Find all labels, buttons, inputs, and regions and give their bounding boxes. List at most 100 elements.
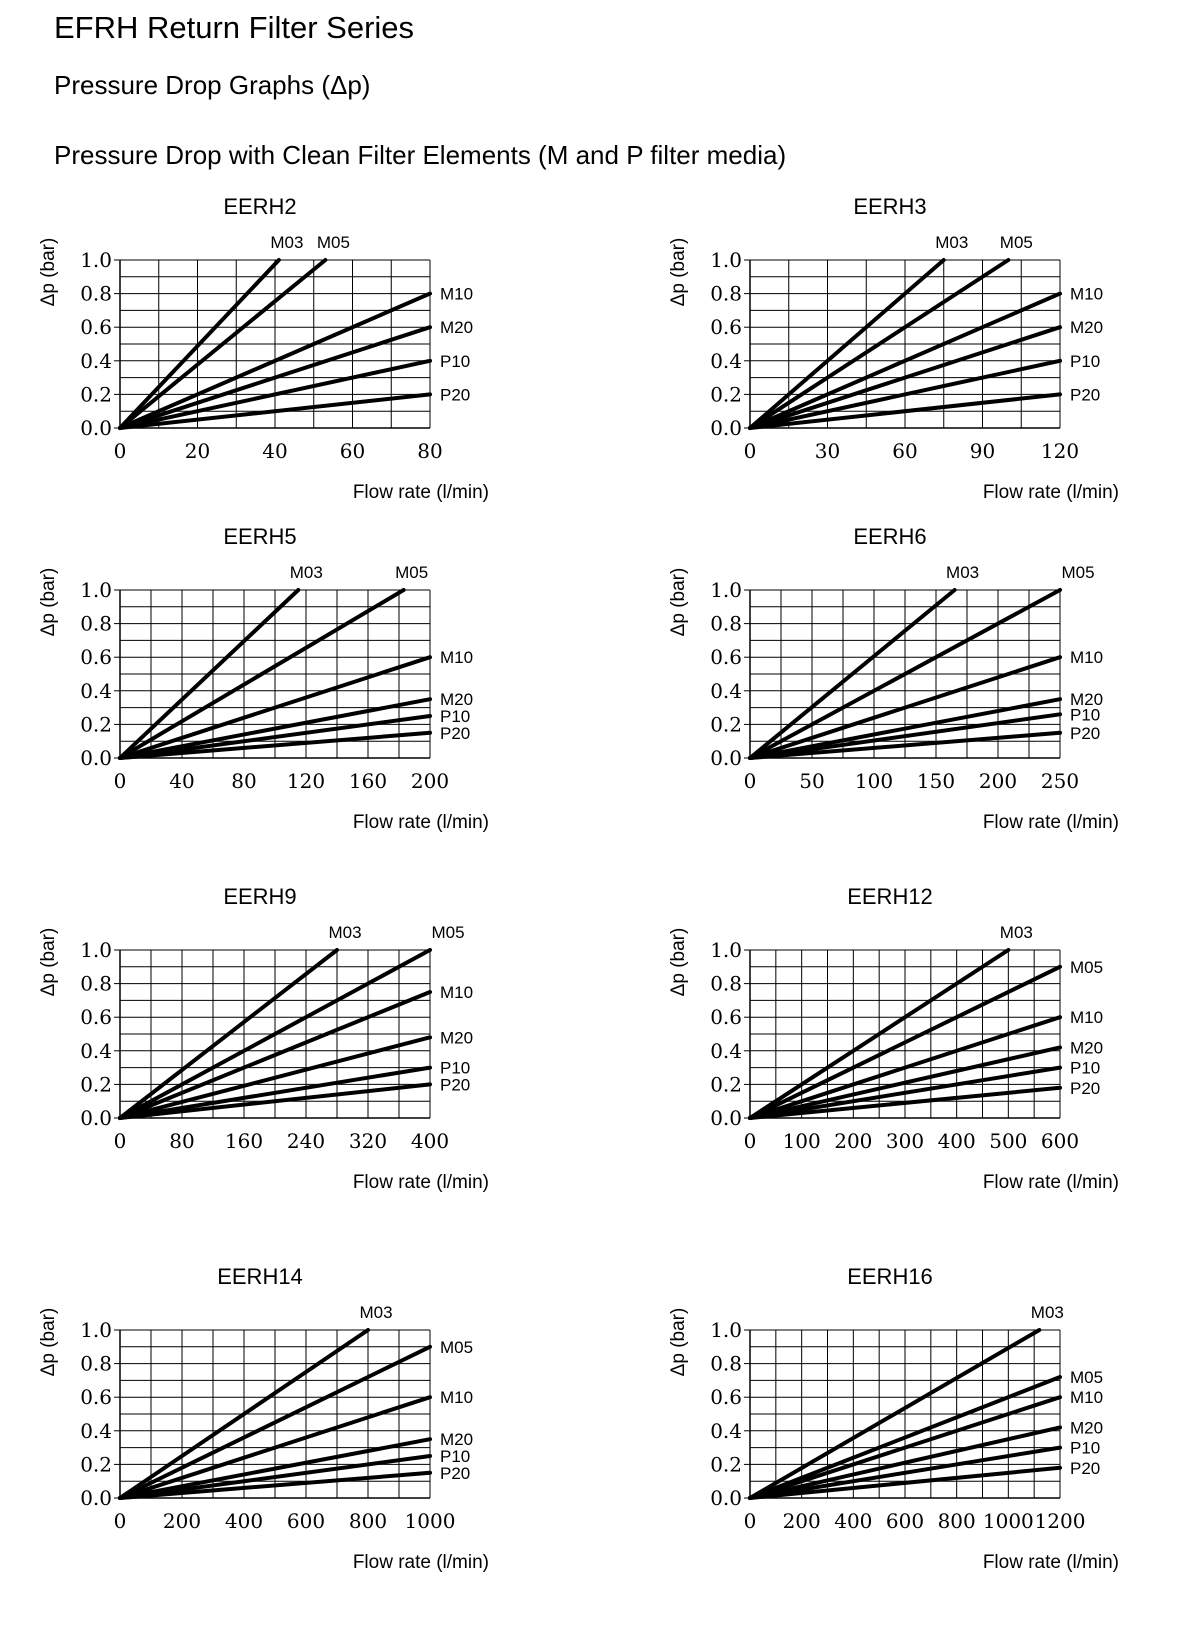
series-line-m05 [118, 588, 406, 760]
y-tick-label: 0.0 [80, 1106, 112, 1130]
series-line-m05 [118, 258, 328, 430]
chart-svg: EERH3 0.0 0.2 0.4 0.6 0.8 1.0 0 30 60 90 120 Δp (bar… [668, 194, 1119, 503]
x-tick-label: 1000 [405, 1509, 456, 1533]
series-line-m10 [118, 1395, 432, 1500]
x-tick-label: 0 [744, 1509, 757, 1533]
series-line-p10 [118, 1065, 432, 1120]
series-label-m20: M20 [1070, 1038, 1103, 1057]
y-tick-label: 0.8 [710, 282, 742, 306]
x-tick-label: 50 [799, 769, 824, 793]
x-axis-label: Flow rate (l/min) [353, 812, 489, 833]
y-tick-label: 0.8 [80, 612, 112, 636]
y-tick-label: 0.8 [80, 282, 112, 306]
series-line-m05 [118, 948, 432, 1120]
series-label-p20: P20 [440, 1464, 470, 1483]
series-line-m20 [748, 1425, 1062, 1500]
x-axis-label: Flow rate (l/min) [353, 1552, 489, 1573]
series-line-m10 [118, 291, 432, 430]
series-label-p10: P10 [440, 1447, 470, 1466]
series-line-p20 [118, 1470, 432, 1500]
y-axis-label: Δp (bar) [668, 1308, 689, 1377]
series-line-m03 [748, 1328, 1042, 1500]
x-tick-label: 0 [114, 1509, 127, 1533]
x-tick-label: 400 [938, 1129, 976, 1153]
chart-eerh14: EERH14 0.0 0.2 0.4 0.6 0.8 1.0 0 200 400 600 800 100… [30, 1260, 510, 1580]
series-label-m05: M05 [431, 923, 464, 942]
series-label-m03: M03 [935, 233, 968, 252]
y-tick-label: 0.8 [80, 972, 112, 996]
y-tick-label: 0.0 [710, 416, 742, 440]
x-tick-label: 200 [783, 1509, 821, 1533]
x-tick-label: 0 [114, 769, 127, 793]
series-label-m10: M10 [1070, 1008, 1103, 1027]
y-tick-label: 0.4 [80, 1039, 112, 1063]
series-label-m20: M20 [440, 690, 473, 709]
x-tick-label: 40 [169, 769, 194, 793]
chart-title: EERH5 [223, 524, 296, 549]
series-line-p20 [118, 730, 432, 760]
series-line-m10 [118, 990, 432, 1120]
chart-svg: EERH12 0.0 0.2 0.4 0.6 0.8 1.0 0 100 200 300 400 500… [668, 884, 1119, 1193]
series-line-p10 [748, 1445, 1062, 1500]
x-tick-label: 600 [1041, 1129, 1079, 1153]
series-label-m03: M03 [1000, 923, 1033, 942]
x-tick-label: 160 [225, 1129, 263, 1153]
chart-svg: EERH16 0.0 0.2 0.4 0.6 0.8 1.0 0 200 400 600 800 100… [668, 1264, 1119, 1573]
chart-eerh16: EERH16 0.0 0.2 0.4 0.6 0.8 1.0 0 200 400 600 800 100… [660, 1260, 1140, 1580]
series-label-m20: M20 [440, 1430, 473, 1449]
chart-title: EERH9 [223, 884, 296, 909]
series-line-m20 [748, 1045, 1062, 1120]
x-tick-label: 200 [834, 1129, 872, 1153]
series-label-m05: M05 [1070, 958, 1103, 977]
series-line-m10 [748, 1015, 1062, 1120]
y-tick-label: 0.0 [710, 746, 742, 770]
series-line-m03 [748, 588, 957, 760]
series-line-m20 [748, 697, 1062, 760]
series-label-p20: P20 [440, 385, 470, 404]
x-tick-label: 80 [417, 439, 442, 463]
y-tick-label: 0.6 [710, 645, 742, 669]
y-tick-label: 0.6 [710, 1385, 742, 1409]
page-subtitle: Pressure Drop Graphs (Δp) [54, 70, 371, 100]
chart-eerh12: EERH12 0.0 0.2 0.4 0.6 0.8 1.0 0 100 200 300 400 500… [660, 880, 1140, 1200]
series-label-m05: M05 [1061, 563, 1094, 582]
x-tick-label: 200 [411, 769, 449, 793]
chart-svg: EERH14 0.0 0.2 0.4 0.6 0.8 1.0 0 200 400 600 800 100… [38, 1264, 489, 1573]
series-label-m20: M20 [1070, 318, 1103, 337]
series-label-p10: P10 [1070, 1059, 1100, 1078]
y-tick-label: 1.0 [710, 578, 742, 602]
y-axis-label: Δp (bar) [668, 238, 689, 307]
series-label-m10: M10 [1070, 1388, 1103, 1407]
y-axis-label: Δp (bar) [38, 1308, 59, 1377]
x-tick-label: 80 [231, 769, 256, 793]
series-line-m05 [118, 1344, 432, 1500]
series-line-m05 [748, 588, 1062, 760]
x-tick-label: 60 [340, 439, 365, 463]
chart-eerh9: EERH9 0.0 0.2 0.4 0.6 0.8 1.0 0 80 160 240 320 400 Δp… [30, 880, 510, 1200]
y-tick-label: 0.0 [80, 416, 112, 440]
x-tick-label: 500 [989, 1129, 1027, 1153]
y-axis-label: Δp (bar) [668, 928, 689, 997]
series-line-m20 [118, 1437, 432, 1500]
series-line-m03 [748, 948, 1011, 1120]
series-line-m10 [748, 1395, 1062, 1500]
series-label-m10: M10 [440, 648, 473, 667]
x-tick-label: 160 [349, 769, 387, 793]
chart-svg: EERH5 0.0 0.2 0.4 0.6 0.8 1.0 0 40 80 120 160 200 Δp … [38, 524, 489, 833]
y-tick-label: 0.4 [710, 1419, 742, 1443]
chart-title: EERH2 [223, 194, 296, 219]
series-line-p10 [118, 358, 432, 430]
series-line-p20 [748, 1465, 1062, 1500]
y-tick-label: 0.6 [80, 1005, 112, 1029]
x-tick-label: 1200 [1035, 1509, 1086, 1533]
y-axis-label: Δp (bar) [38, 238, 59, 307]
series-line-m03 [118, 948, 339, 1120]
series-label-p10: P10 [440, 707, 470, 726]
x-tick-label: 120 [1041, 439, 1079, 463]
series-line-m10 [748, 291, 1062, 430]
y-tick-label: 1.0 [80, 248, 112, 272]
x-tick-label: 200 [979, 769, 1017, 793]
series-label-p10: P10 [440, 1059, 470, 1078]
chart-svg: EERH6 0.0 0.2 0.4 0.6 0.8 1.0 0 50 100 150 200 250 Δp… [668, 524, 1119, 833]
x-tick-label: 400 [834, 1509, 872, 1533]
